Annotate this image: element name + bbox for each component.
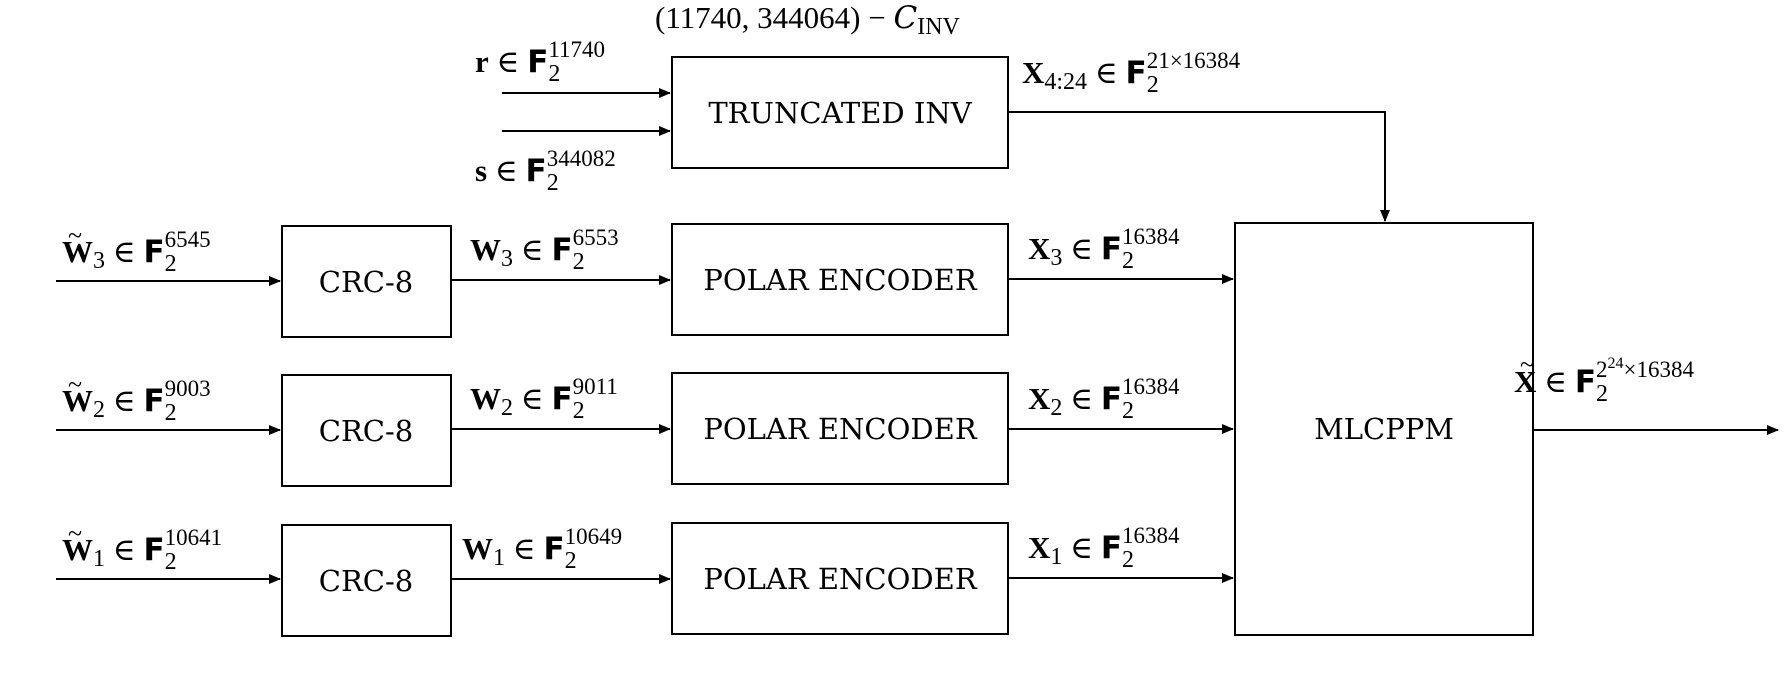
x2-label: X2 ∈ F216384 (1028, 374, 1180, 424)
crc-label-2: CRC-8 (319, 414, 413, 448)
wt1-label: ~ W1 ∈ F210641 (62, 519, 222, 575)
crc-label-1: CRC-8 (319, 564, 413, 598)
polar-encoder-label-1: POLAR ENCODER (703, 562, 977, 596)
polar-encoder-label-3: POLAR ENCODER (703, 263, 977, 297)
x3-label: X3 ∈ F216384 (1028, 224, 1180, 274)
crc-block-3: CRC-8 (281, 225, 452, 338)
svg-text:W3 ∈ F26545: W3 ∈ F26545 (62, 227, 211, 277)
x1-label: X1 ∈ F216384 (1028, 523, 1180, 573)
svg-text:W2 ∈ F29003: W2 ∈ F29003 (62, 376, 211, 426)
svg-text:X ∈ F2224×16384: X ∈ F2224×16384 (1514, 355, 1695, 407)
polar-encoder-block-3: POLAR ENCODER (671, 223, 1009, 336)
w1-label: W1 ∈ F210649 (462, 524, 622, 574)
code-label: (11740, 344064) − CINV (655, 0, 961, 40)
tilde-mark: ~ (1520, 350, 1534, 379)
arrow-x424 (1008, 111, 1390, 222)
crc-block-2: CRC-8 (281, 374, 452, 487)
polar-encoder-label-2: POLAR ENCODER (703, 412, 977, 446)
wt3-label: ~ W3 ∈ F26545 (62, 221, 211, 277)
tilde-mark: ~ (68, 370, 82, 399)
w2-label: W2 ∈ F29011 (470, 374, 618, 424)
mlcppm-block: MLCPPM (1234, 222, 1534, 636)
svg-text:W1 ∈ F210641: W1 ∈ F210641 (62, 525, 222, 575)
polar-encoder-block-1: POLAR ENCODER (671, 522, 1009, 635)
crc-block-1: CRC-8 (281, 524, 452, 637)
w3-label: W3 ∈ F26553 (470, 225, 619, 275)
tilde-mark: ~ (68, 519, 82, 548)
s-label: s ∈ F2344082 (475, 146, 616, 196)
mlcppm-label: MLCPPM (1314, 412, 1454, 446)
tilde-mark: ~ (68, 221, 82, 250)
crc-label-3: CRC-8 (319, 265, 413, 299)
truncated-inv-label: TRUNCATED INV (708, 96, 972, 130)
polar-encoder-block-2: POLAR ENCODER (671, 372, 1009, 485)
xout-label: ~ X ∈ F2224×16384 (1514, 350, 1695, 407)
r-label: r ∈ F211740 (475, 37, 605, 87)
wt2-label: ~ W2 ∈ F29003 (62, 370, 211, 426)
truncated-inv-block: TRUNCATED INV (671, 56, 1009, 169)
x424-label: X4:24 ∈ F221×16384 (1022, 48, 1241, 98)
